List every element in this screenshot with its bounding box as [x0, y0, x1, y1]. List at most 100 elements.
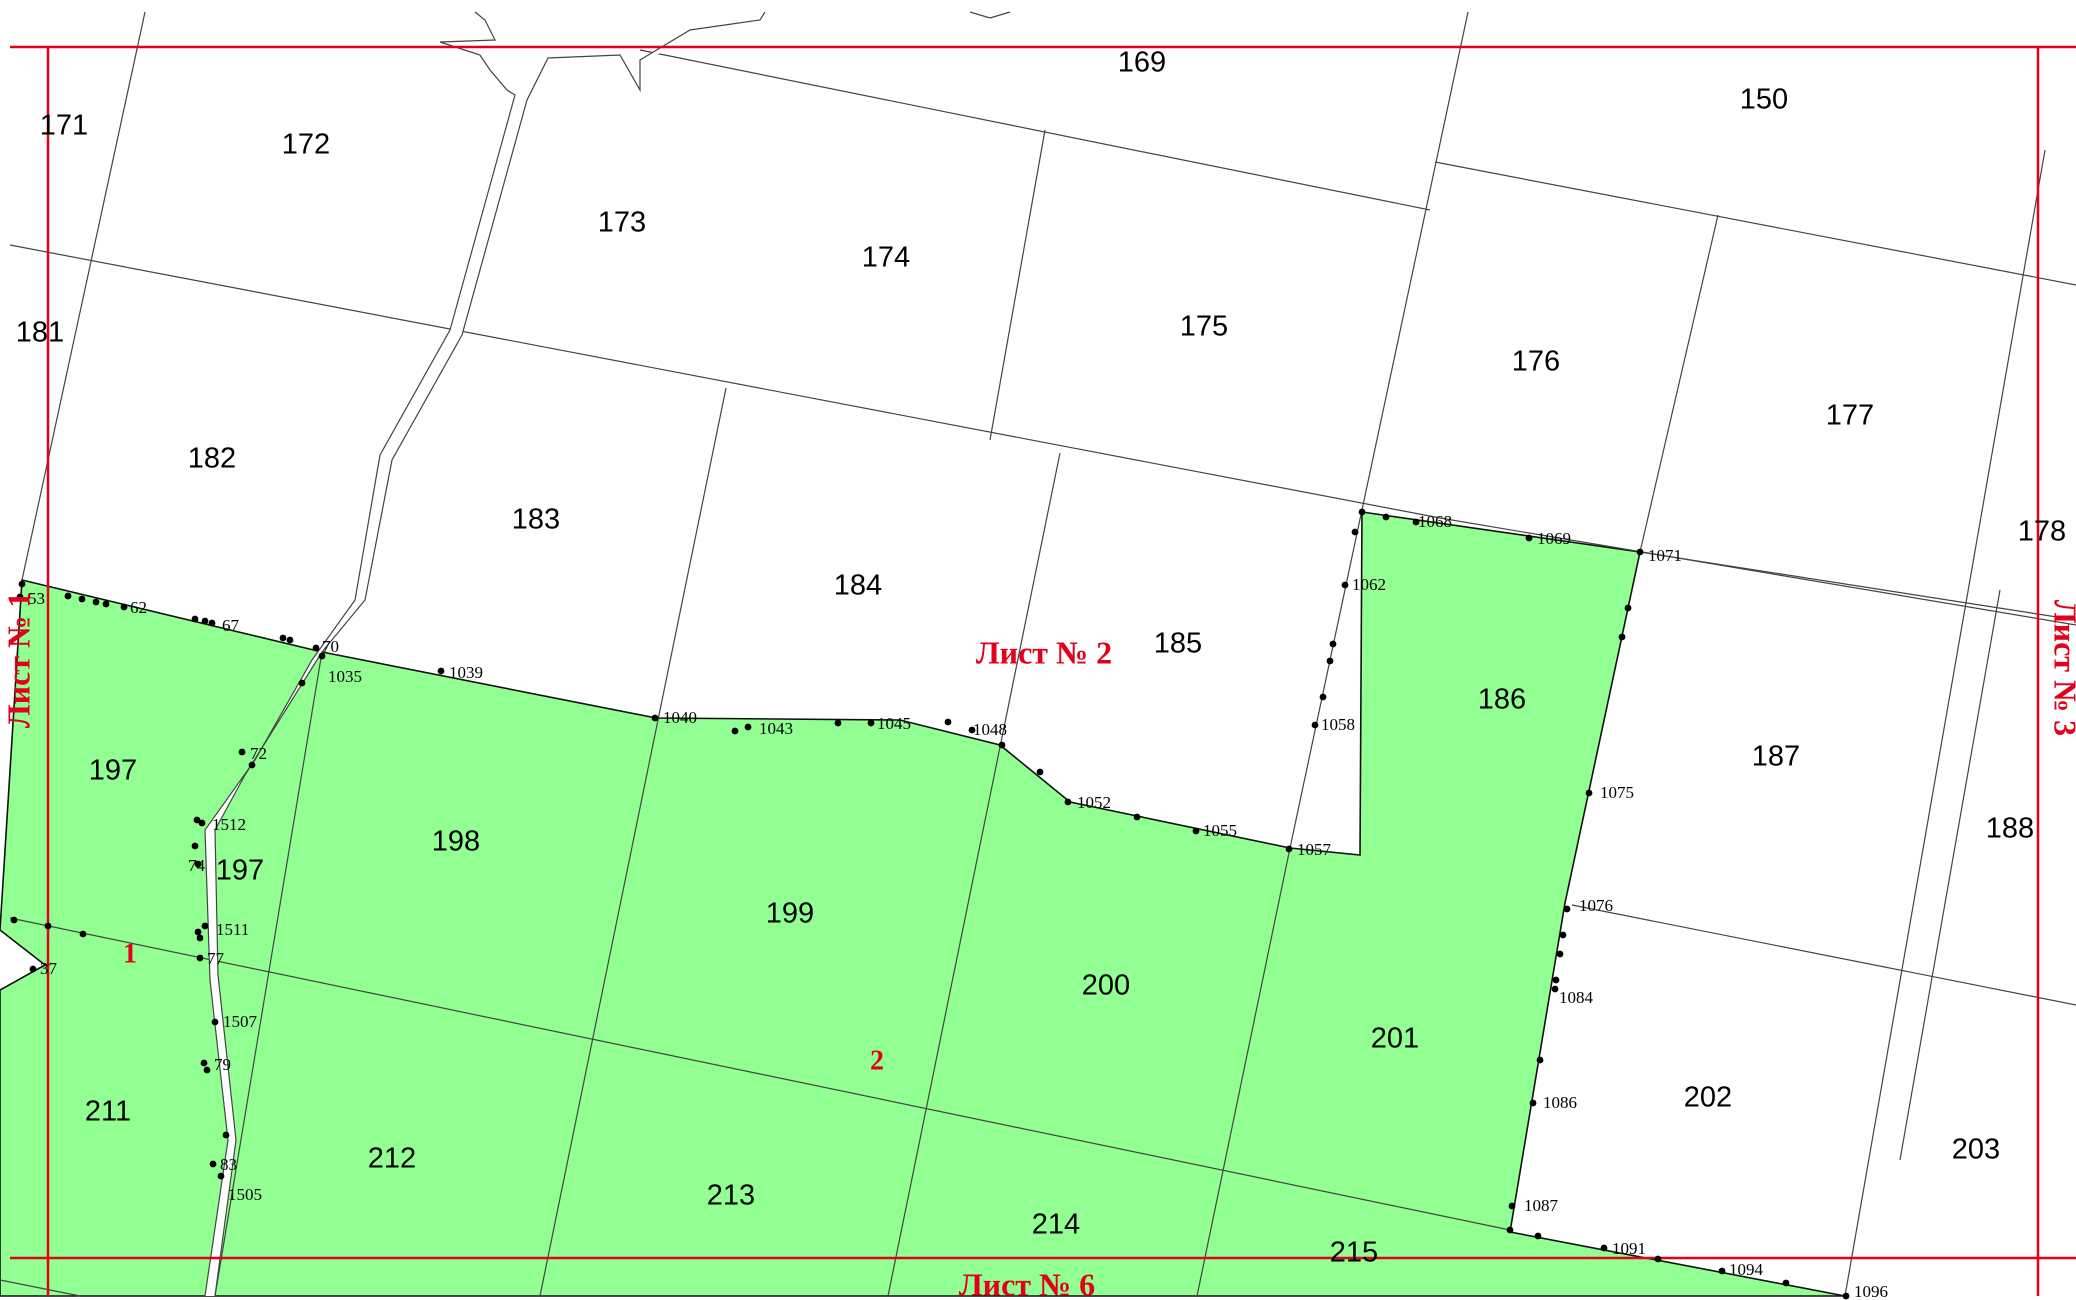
point-label: 1075 [1600, 783, 1634, 802]
parcel-label: 211 [85, 1096, 131, 1128]
parcel-label: 178 [2018, 516, 2066, 548]
boundary-point [1534, 1232, 1542, 1240]
boundary-point [651, 714, 659, 722]
boundary-point [1529, 1099, 1537, 1107]
boundary-point [1508, 1202, 1516, 1210]
boundary-point [998, 741, 1006, 749]
point-label: 1087 [1524, 1196, 1559, 1215]
boundary-point [194, 860, 202, 868]
point-label: 1068 [1418, 512, 1452, 531]
boundary-point [1341, 581, 1349, 589]
parcel-label: 187 [1752, 741, 1800, 773]
boundary-point [198, 819, 206, 827]
point-label: 1096 [1854, 1282, 1888, 1300]
point-label: 1040 [663, 708, 697, 727]
boundary-point [1525, 534, 1533, 542]
parcel-label: 188 [1986, 813, 2034, 845]
point-label: 1043 [759, 719, 793, 738]
boundary-point [1600, 1244, 1608, 1252]
road [204, 11, 1011, 1297]
boundary-point [64, 592, 72, 600]
boundary-point [1654, 1255, 1662, 1263]
boundary-point [1064, 798, 1072, 806]
zone-label-2: 2 [870, 1045, 884, 1076]
parcel-label: 150 [1740, 84, 1788, 116]
boundary-point [29, 965, 37, 973]
boundary-point [78, 595, 86, 603]
point-label: 1045 [877, 714, 911, 733]
point-label: 79 [214, 1055, 231, 1074]
boundary-point [238, 748, 246, 756]
point-label: 1086 [1543, 1093, 1577, 1112]
point-label: 1055 [1203, 821, 1237, 840]
boundary-point [201, 922, 209, 930]
point-label: 1094 [1729, 1260, 1764, 1279]
boundary-point [194, 928, 202, 936]
boundary-point [201, 617, 209, 625]
point-label: 1507 [223, 1012, 258, 1031]
boundary-point [200, 1059, 208, 1067]
boundary-point [834, 719, 842, 727]
parcel-label: 169 [1118, 47, 1166, 79]
parcel-label: 197 [89, 755, 137, 787]
parcel-label: 212 [368, 1143, 416, 1175]
boundary-point [286, 636, 294, 644]
boundary-point [191, 842, 199, 850]
sheet-frame [10, 45, 2076, 1296]
boundary-point [731, 727, 739, 735]
parcel-label: 202 [1684, 1082, 1732, 1114]
point-label: 1048 [973, 720, 1007, 739]
point-label: 1069 [1537, 529, 1571, 548]
boundary-point [1842, 1292, 1850, 1300]
boundary-point [944, 718, 952, 726]
sheet-label-left: Лист № 1 [0, 592, 36, 728]
parcel-label: 186 [1478, 684, 1526, 716]
point-label: 1039 [449, 663, 483, 682]
boundary-point [1506, 1226, 1514, 1234]
point-label: 77 [207, 949, 225, 968]
boundary-point [16, 593, 24, 601]
boundary-point [1285, 845, 1293, 853]
parcel-label: 215 [1330, 1237, 1378, 1269]
boundary-point [1329, 640, 1337, 648]
boundary-point [279, 634, 287, 642]
boundary-points [10, 508, 1850, 1300]
boundary-point [120, 603, 128, 611]
point-label: 1071 [1648, 546, 1682, 565]
point-label: 74 [188, 856, 206, 875]
parcel-label: 200 [1082, 970, 1130, 1002]
sheet-label-right: Лист № 3 [2048, 600, 2076, 736]
boundary-point [248, 761, 256, 769]
point-label: 1058 [1321, 715, 1355, 734]
boundary-point [968, 726, 976, 734]
point-label: 1076 [1579, 896, 1613, 915]
boundary-point [222, 1131, 230, 1139]
point-label: 1511 [216, 920, 249, 939]
boundary-point [1551, 985, 1559, 993]
boundary-point [1556, 950, 1564, 958]
point-label: 1091 [1612, 1239, 1646, 1258]
point-label: 1052 [1077, 793, 1111, 812]
boundary-point [1358, 508, 1366, 516]
point-label: 1062 [1352, 575, 1386, 594]
sheet-label-center: Лист № 2 [976, 634, 1112, 670]
parcel-label: 214 [1032, 1209, 1080, 1241]
boundary-point [1585, 789, 1593, 797]
point-label: 83 [220, 1155, 237, 1174]
parcel-label: 177 [1826, 400, 1874, 432]
boundary-point [196, 954, 204, 962]
parcel-label: 198 [432, 826, 480, 858]
boundary-point [1326, 657, 1334, 665]
parcel-label: 183 [512, 504, 560, 536]
boundary-point [744, 723, 752, 731]
boundary-point [209, 1160, 217, 1168]
point-label: 1505 [228, 1185, 262, 1204]
boundary-point [92, 598, 100, 606]
parcel-boundaries [0, 11, 2076, 1297]
point-label: 37 [40, 959, 58, 978]
point-label: 1084 [1559, 988, 1594, 1007]
boundary-point [1133, 813, 1141, 821]
boundary-point [211, 1018, 219, 1026]
sheet-label-bottom: Лист № 6 [959, 1266, 1095, 1300]
boundary-point [10, 916, 18, 924]
